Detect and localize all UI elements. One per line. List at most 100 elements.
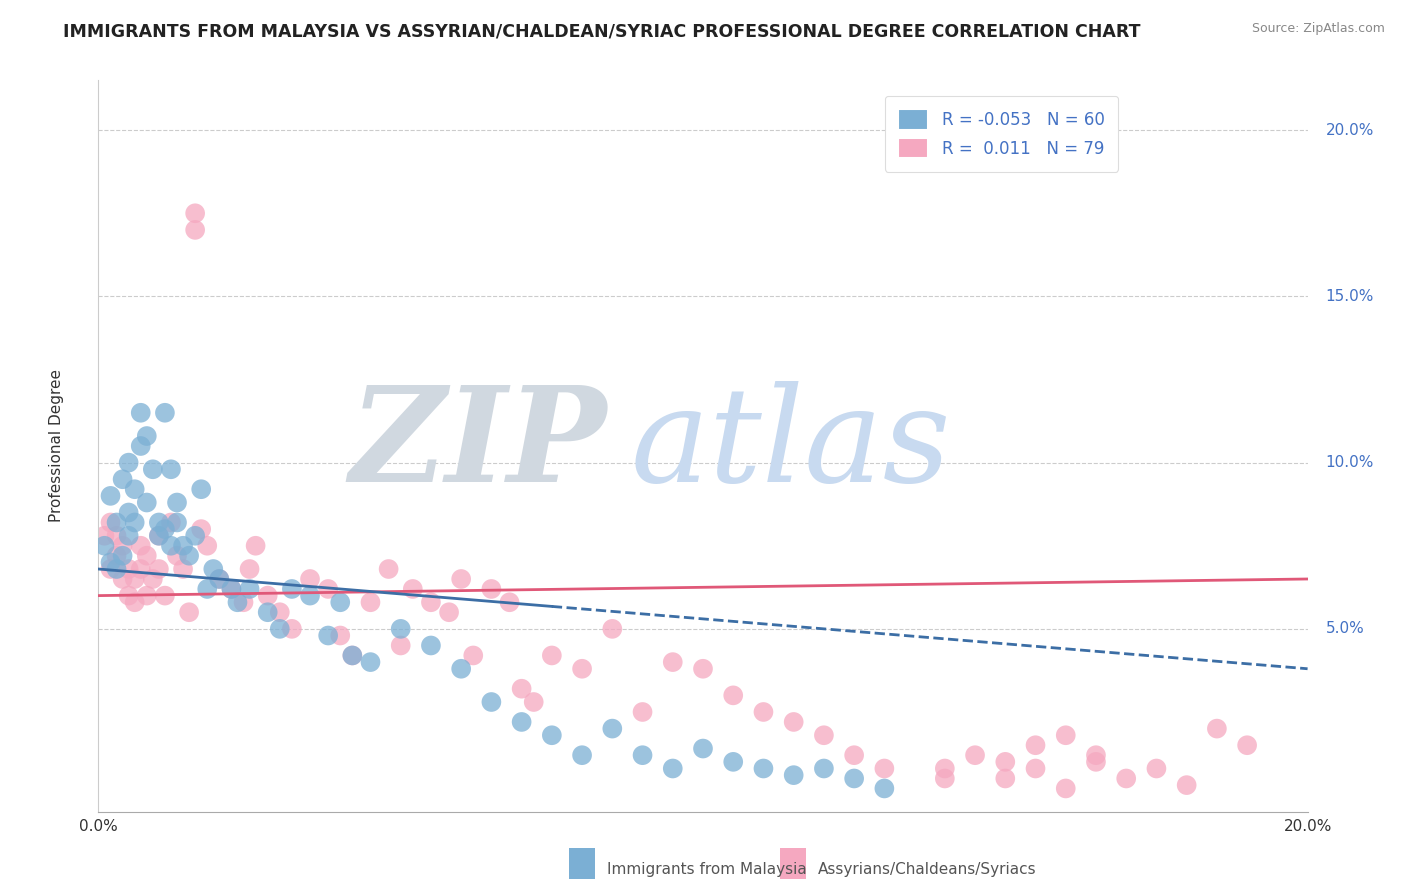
Point bbox=[602, 622, 624, 636]
Point bbox=[105, 549, 128, 563]
Point bbox=[498, 595, 520, 609]
Point bbox=[873, 762, 896, 776]
Point bbox=[1024, 738, 1046, 752]
Point bbox=[752, 705, 775, 719]
Point bbox=[160, 462, 183, 476]
Point bbox=[124, 516, 146, 530]
Point bbox=[994, 755, 1017, 769]
Point bbox=[329, 595, 352, 609]
Text: Immigrants from Malaysia: Immigrants from Malaysia bbox=[607, 863, 807, 877]
Point bbox=[844, 748, 866, 763]
Point bbox=[100, 555, 122, 569]
Point bbox=[661, 655, 683, 669]
Text: 10.0%: 10.0% bbox=[1326, 455, 1374, 470]
Text: 15.0%: 15.0% bbox=[1326, 289, 1374, 304]
Point bbox=[420, 595, 443, 609]
Point bbox=[631, 705, 654, 719]
Point bbox=[190, 522, 212, 536]
Point bbox=[184, 223, 207, 237]
Point bbox=[402, 582, 425, 596]
Point bbox=[239, 562, 262, 576]
Point bbox=[111, 572, 134, 586]
Point bbox=[377, 562, 399, 576]
Point bbox=[100, 489, 122, 503]
Point bbox=[329, 628, 352, 642]
Point bbox=[481, 582, 503, 596]
Point bbox=[105, 516, 128, 530]
Text: 5.0%: 5.0% bbox=[1326, 622, 1364, 636]
Point bbox=[179, 605, 201, 619]
Point bbox=[450, 572, 472, 586]
Point bbox=[269, 622, 291, 636]
Point bbox=[299, 589, 322, 603]
Point bbox=[111, 472, 134, 486]
Point bbox=[256, 605, 278, 619]
Point bbox=[540, 648, 562, 663]
Point bbox=[93, 539, 115, 553]
Point bbox=[148, 516, 170, 530]
Text: Source: ZipAtlas.com: Source: ZipAtlas.com bbox=[1251, 22, 1385, 36]
Point bbox=[813, 762, 835, 776]
Point bbox=[994, 772, 1017, 786]
Point bbox=[179, 549, 201, 563]
Point bbox=[389, 622, 412, 636]
Point bbox=[245, 539, 267, 553]
Point bbox=[1175, 778, 1198, 792]
Point bbox=[510, 714, 533, 729]
Point bbox=[813, 728, 835, 742]
Point bbox=[160, 539, 183, 553]
Point bbox=[269, 605, 291, 619]
Point bbox=[124, 572, 146, 586]
Point bbox=[129, 439, 152, 453]
Point bbox=[129, 406, 152, 420]
Point bbox=[256, 589, 278, 603]
Point bbox=[105, 562, 128, 576]
Point bbox=[450, 662, 472, 676]
Point bbox=[208, 572, 231, 586]
Point bbox=[118, 589, 141, 603]
Point bbox=[510, 681, 533, 696]
Text: Professional Degree: Professional Degree bbox=[49, 369, 63, 523]
Point bbox=[166, 549, 188, 563]
Point bbox=[723, 755, 745, 769]
Point bbox=[118, 529, 141, 543]
Point bbox=[420, 639, 443, 653]
Point bbox=[360, 655, 382, 669]
Point bbox=[190, 482, 212, 496]
Point bbox=[111, 549, 134, 563]
Point bbox=[523, 695, 546, 709]
Point bbox=[172, 562, 194, 576]
Point bbox=[153, 406, 176, 420]
Point bbox=[934, 762, 956, 776]
Text: atlas: atlas bbox=[630, 382, 950, 510]
Point bbox=[1085, 748, 1108, 763]
Point bbox=[118, 456, 141, 470]
Point bbox=[184, 206, 207, 220]
Point bbox=[148, 529, 170, 543]
Point bbox=[124, 482, 146, 496]
Point bbox=[226, 595, 249, 609]
Point bbox=[965, 748, 987, 763]
Point bbox=[135, 429, 157, 443]
Point bbox=[1054, 781, 1077, 796]
Text: ZIP: ZIP bbox=[349, 382, 606, 510]
Point bbox=[93, 529, 115, 543]
Point bbox=[129, 539, 152, 553]
Point bbox=[783, 768, 806, 782]
Point bbox=[184, 529, 207, 543]
Point bbox=[752, 762, 775, 776]
Point bbox=[360, 595, 382, 609]
Point bbox=[692, 662, 714, 676]
Point bbox=[100, 516, 122, 530]
Text: Assyrians/Chaldeans/Syriacs: Assyrians/Chaldeans/Syriacs bbox=[818, 863, 1036, 877]
Point bbox=[135, 549, 157, 563]
Point bbox=[692, 741, 714, 756]
Point bbox=[481, 695, 503, 709]
Point bbox=[316, 628, 339, 642]
Point bbox=[118, 506, 141, 520]
Text: IMMIGRANTS FROM MALAYSIA VS ASSYRIAN/CHALDEAN/SYRIAC PROFESSIONAL DEGREE CORRELA: IMMIGRANTS FROM MALAYSIA VS ASSYRIAN/CHA… bbox=[63, 22, 1140, 40]
Point bbox=[100, 562, 122, 576]
Point bbox=[571, 748, 593, 763]
Point bbox=[571, 662, 593, 676]
Point bbox=[118, 562, 141, 576]
